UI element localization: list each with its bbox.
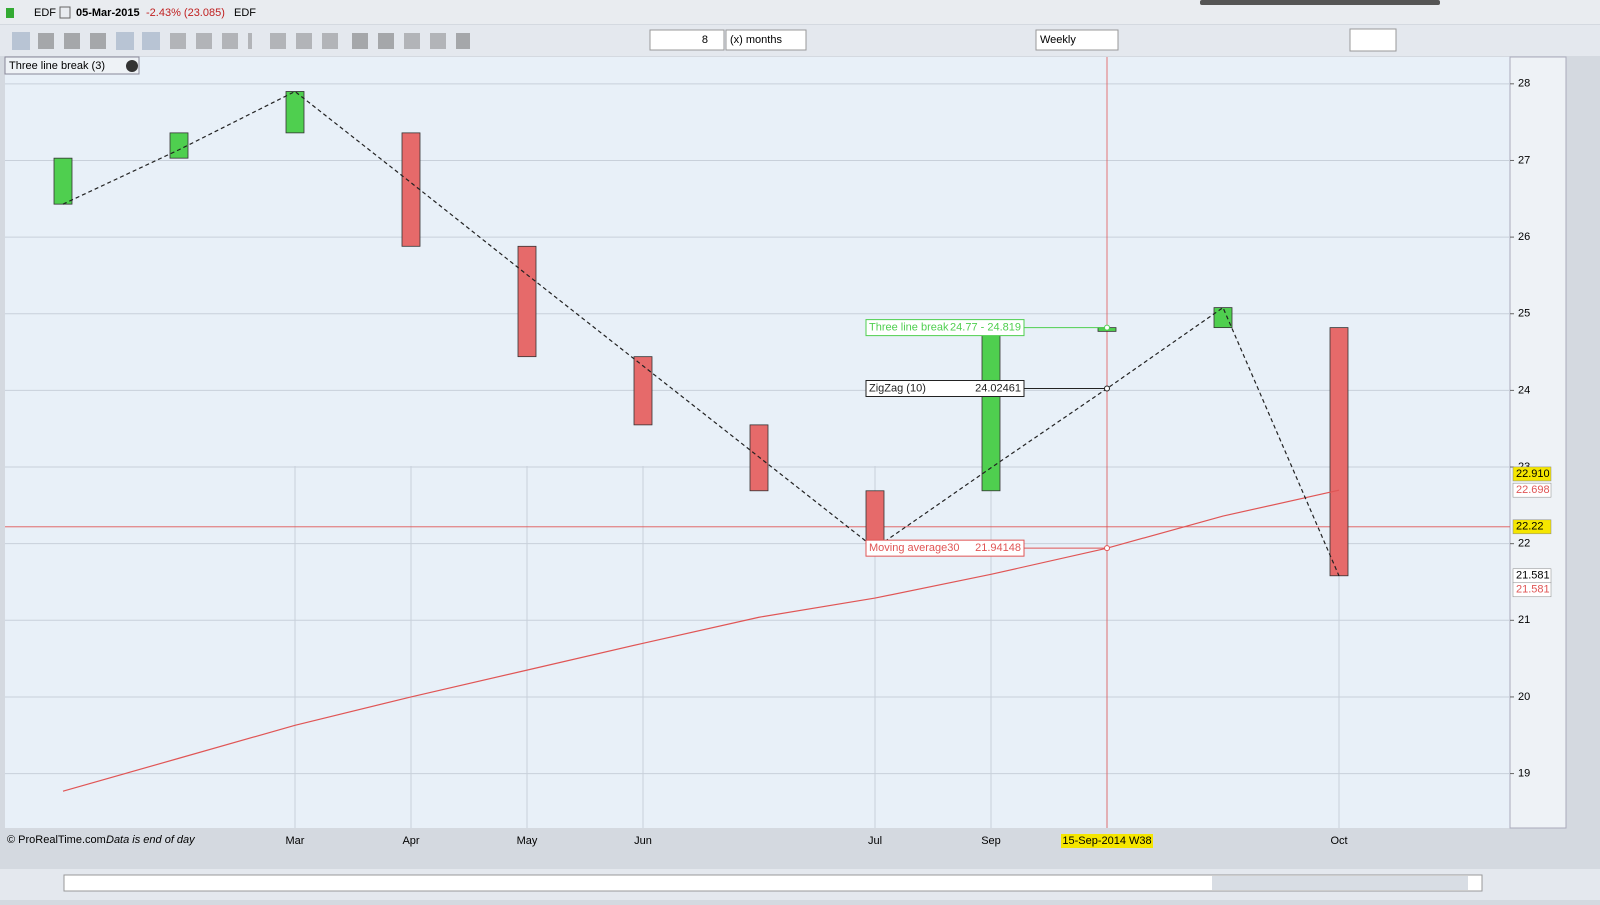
close-icon[interactable] [126, 60, 138, 72]
exchange: EDF [234, 7, 256, 19]
price-label-box [1512, 582, 1552, 598]
annotation-name: Three line break [869, 322, 949, 334]
annotation-name: ZigZag (10) [869, 382, 926, 394]
tool-icons[interactable] [12, 32, 470, 50]
price-label-box [1512, 519, 1552, 535]
x-tick-label: May [517, 835, 538, 847]
footer-note: Data is end of day [106, 834, 196, 846]
y-tick-label: 22 [1518, 538, 1530, 550]
annotation-dot [1104, 545, 1110, 552]
indicator-label: Three line break (3) [9, 60, 105, 72]
x-tick-label: Apr [402, 835, 419, 847]
price-label: 22.22 [1516, 521, 1544, 533]
price-label-box [1512, 466, 1552, 482]
period: 8 [702, 34, 708, 46]
timeframe-select[interactable] [1035, 29, 1119, 51]
x-tick-label: 15-Sep-2014 W38 [1062, 835, 1151, 847]
brick [53, 157, 73, 205]
y-tick-label: 20 [1518, 691, 1530, 703]
period-input[interactable] [649, 29, 725, 51]
unit-select[interactable] [725, 29, 807, 51]
annotation-name: Moving average30 [869, 542, 960, 554]
copyright: © ProRealTime.com [7, 834, 106, 846]
price-label: 22.698 [1516, 484, 1550, 496]
scrollbar[interactable] [63, 874, 1483, 892]
x-tick-label: Jun [634, 835, 652, 847]
brick [749, 424, 769, 492]
moving_average-line [62, 489, 1340, 792]
y-tick-label: 21 [1518, 614, 1530, 626]
x-tick-label: Jul [868, 835, 882, 847]
annotation-value: 24.02461 [975, 382, 1021, 394]
y-tick-label: 26 [1518, 231, 1530, 243]
timeframe: Weekly [1040, 34, 1076, 46]
brick [1213, 307, 1233, 329]
annotation-dot [1104, 385, 1110, 392]
y-tick-label: 19 [1518, 767, 1530, 779]
y-tick-label: 28 [1518, 78, 1530, 90]
date: 05-Mar-2015 [76, 7, 140, 19]
brick [1329, 327, 1349, 577]
window-handle [1200, 0, 1440, 5]
scroll-thumb[interactable] [1212, 876, 1468, 890]
brick [633, 356, 653, 426]
unit: (x) months [730, 34, 782, 46]
indicator-tag [4, 56, 140, 75]
price-label: 21.581 [1516, 570, 1550, 582]
y-tick-label: 25 [1518, 308, 1530, 320]
chart-type-button[interactable] [1349, 28, 1397, 52]
annotation-value: 21.94148 [975, 542, 1021, 554]
brick [285, 91, 305, 134]
x-tick-label: Oct [1330, 835, 1347, 847]
annotation-dot [1104, 324, 1110, 331]
price-label-box [1512, 482, 1552, 498]
symbol: EDF [34, 7, 56, 19]
brick [981, 330, 1001, 492]
brick [401, 132, 421, 247]
annotation-value: 24.77 - 24.819 [950, 322, 1021, 334]
brick [169, 132, 189, 159]
app-icon [6, 8, 14, 18]
x-tick-label: Mar [286, 835, 305, 847]
y-tick-label: 27 [1518, 154, 1530, 166]
x-tick-label: Sep [981, 835, 1001, 847]
brick [517, 245, 537, 358]
x-label-highlight [1061, 834, 1153, 848]
change: -2.43% (23.085) [146, 7, 225, 19]
price-label: 21.581 [1516, 584, 1550, 596]
price-label: 22.910 [1516, 468, 1550, 480]
annotation-box [865, 379, 1025, 397]
y-axis-area [1509, 56, 1567, 829]
info-icon[interactable] [59, 6, 71, 19]
annotation-box [865, 539, 1025, 557]
y-tick-label: 24 [1518, 384, 1530, 396]
annotation-box [865, 319, 1025, 337]
